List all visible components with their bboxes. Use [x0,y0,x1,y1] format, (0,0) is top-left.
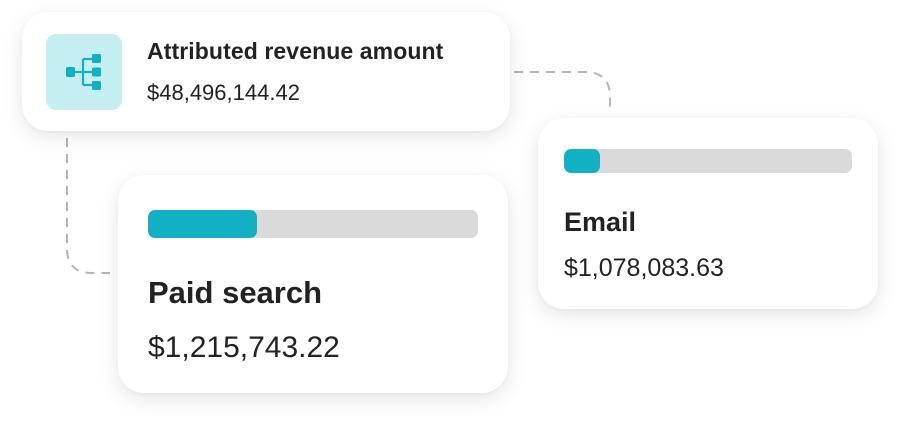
progress-bar [148,210,478,238]
total-title: Attributed revenue amount [147,38,444,64]
progress-bar-fill [148,210,257,238]
channel-label: Email [564,207,637,237]
channel-label: Paid search [148,275,323,310]
channel-card-email: Email $1,078,083.63 [538,118,878,309]
total-value: $48,496,144.42 [147,80,300,105]
channel-value: $1,215,743.22 [148,331,340,364]
channel-value: $1,078,083.63 [564,254,724,282]
channel-card-paid-search: Paid search $1,215,743.22 [118,175,508,393]
attributed-revenue-card: Attributed revenue amount $48,496,144.42 [22,12,510,131]
connector-to-paid-search [66,138,110,274]
connector-to-email [514,71,611,112]
progress-bar [564,149,852,173]
hierarchy-tree-icon [46,34,122,110]
progress-bar-fill [564,149,600,173]
